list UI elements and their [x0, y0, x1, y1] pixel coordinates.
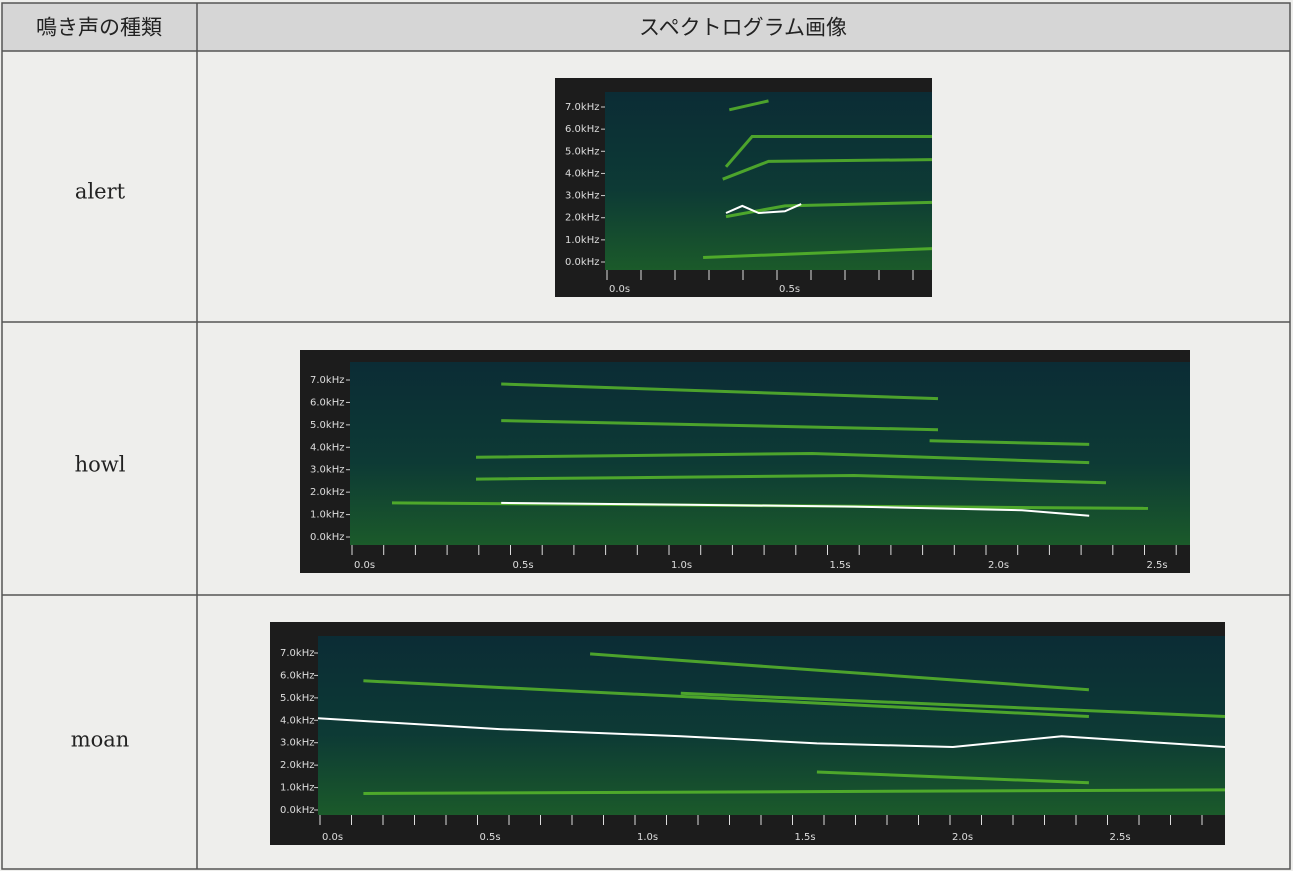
y-axis-label: 3.0kHz	[565, 191, 599, 202]
x-axis-label: 2.0s	[952, 832, 973, 843]
y-axis-label: 2.0kHz	[310, 487, 344, 498]
call-name: alert	[75, 180, 126, 204]
x-axis-label: 1.5s	[795, 832, 816, 843]
y-axis-label: 5.0kHz	[565, 146, 599, 157]
x-axis-label: 2.5s	[1110, 832, 1131, 843]
y-axis-label: 2.0kHz	[280, 760, 314, 771]
x-axis-label: 1.0s	[637, 832, 658, 843]
y-axis-label: 7.0kHz	[310, 375, 344, 386]
call-name: howl	[75, 453, 126, 477]
y-axis-label: 4.0kHz	[565, 168, 599, 179]
y-axis-label: 6.0kHz	[565, 124, 599, 135]
y-axis-label: 1.0kHz	[310, 510, 344, 521]
header-cell: スペクトログラム画像	[639, 16, 847, 40]
y-axis-label: 4.0kHz	[310, 442, 344, 453]
y-axis-label: 0.0kHz	[565, 257, 599, 268]
y-axis-label: 0.0kHz	[280, 805, 314, 816]
y-axis-label: 2.0kHz	[565, 213, 599, 224]
y-axis-label: 7.0kHz	[565, 102, 599, 113]
header-cell: 鳴き声の種類	[36, 16, 162, 40]
call-name: moan	[71, 728, 130, 752]
y-axis-label: 6.0kHz	[310, 397, 344, 408]
y-axis-label: 5.0kHz	[280, 693, 314, 704]
x-axis-label: 2.5s	[1147, 560, 1168, 571]
x-axis-label: 1.0s	[671, 560, 692, 571]
x-axis-label: 0.0s	[322, 832, 343, 843]
x-axis-label: 2.0s	[988, 560, 1009, 571]
x-axis-label: 0.5s	[779, 284, 800, 295]
y-axis-label: 3.0kHz	[310, 465, 344, 476]
y-axis-label: 1.0kHz	[565, 235, 599, 246]
y-axis-label: 7.0kHz	[280, 648, 314, 659]
x-axis-label: 0.5s	[513, 560, 534, 571]
x-axis-label: 0.0s	[354, 560, 375, 571]
x-axis-label: 1.5s	[830, 560, 851, 571]
y-axis-label: 0.0kHz	[310, 532, 344, 543]
y-axis-label: 1.0kHz	[280, 783, 314, 794]
spectrogram: 7.0kHz 6.0kHz 5.0kHz 4.0kHz 3.0kHz 2.0kHz 1.0k…	[555, 78, 932, 297]
spectrogram: 7.0kHz 6.0kHz 5.0kHz 4.0kHz 3.0kHz 2.0kHz 1.0k…	[300, 350, 1190, 573]
x-axis-label: 0.5s	[480, 832, 501, 843]
spectrogram-plot	[605, 92, 932, 270]
y-axis-label: 5.0kHz	[310, 420, 344, 431]
spectrogram: 7.0kHz 6.0kHz 5.0kHz 4.0kHz 3.0kHz 2.0kHz 1.0k…	[270, 622, 1225, 845]
y-axis-label: 3.0kHz	[280, 738, 314, 749]
x-axis-label: 0.0s	[609, 284, 630, 295]
y-axis-label: 6.0kHz	[280, 670, 314, 681]
document: 鳴き声の種類 スペクトログラム画像 alert howl moan 7.0kHz…	[0, 0, 1293, 871]
y-axis-label: 4.0kHz	[280, 715, 314, 726]
